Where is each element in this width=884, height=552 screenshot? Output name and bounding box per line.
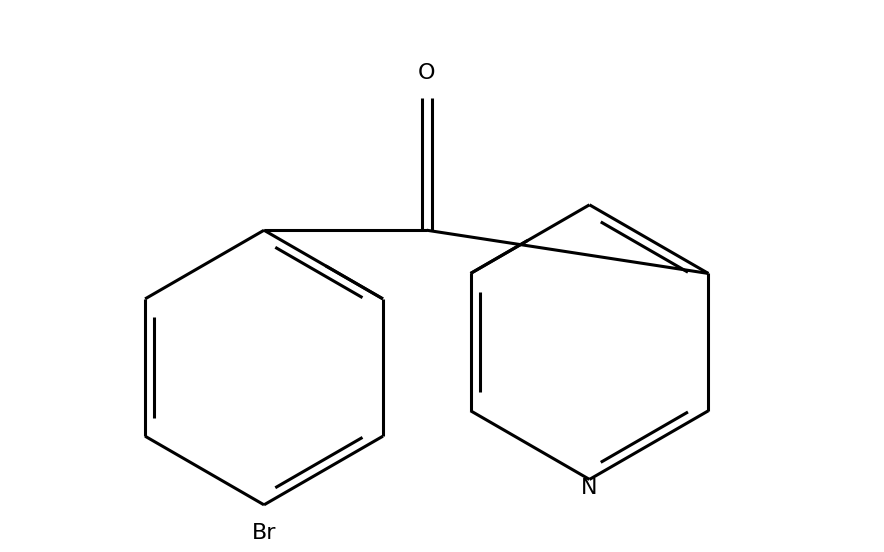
Text: N: N: [581, 477, 598, 497]
Text: O: O: [418, 63, 436, 83]
Text: Br: Br: [252, 523, 277, 543]
